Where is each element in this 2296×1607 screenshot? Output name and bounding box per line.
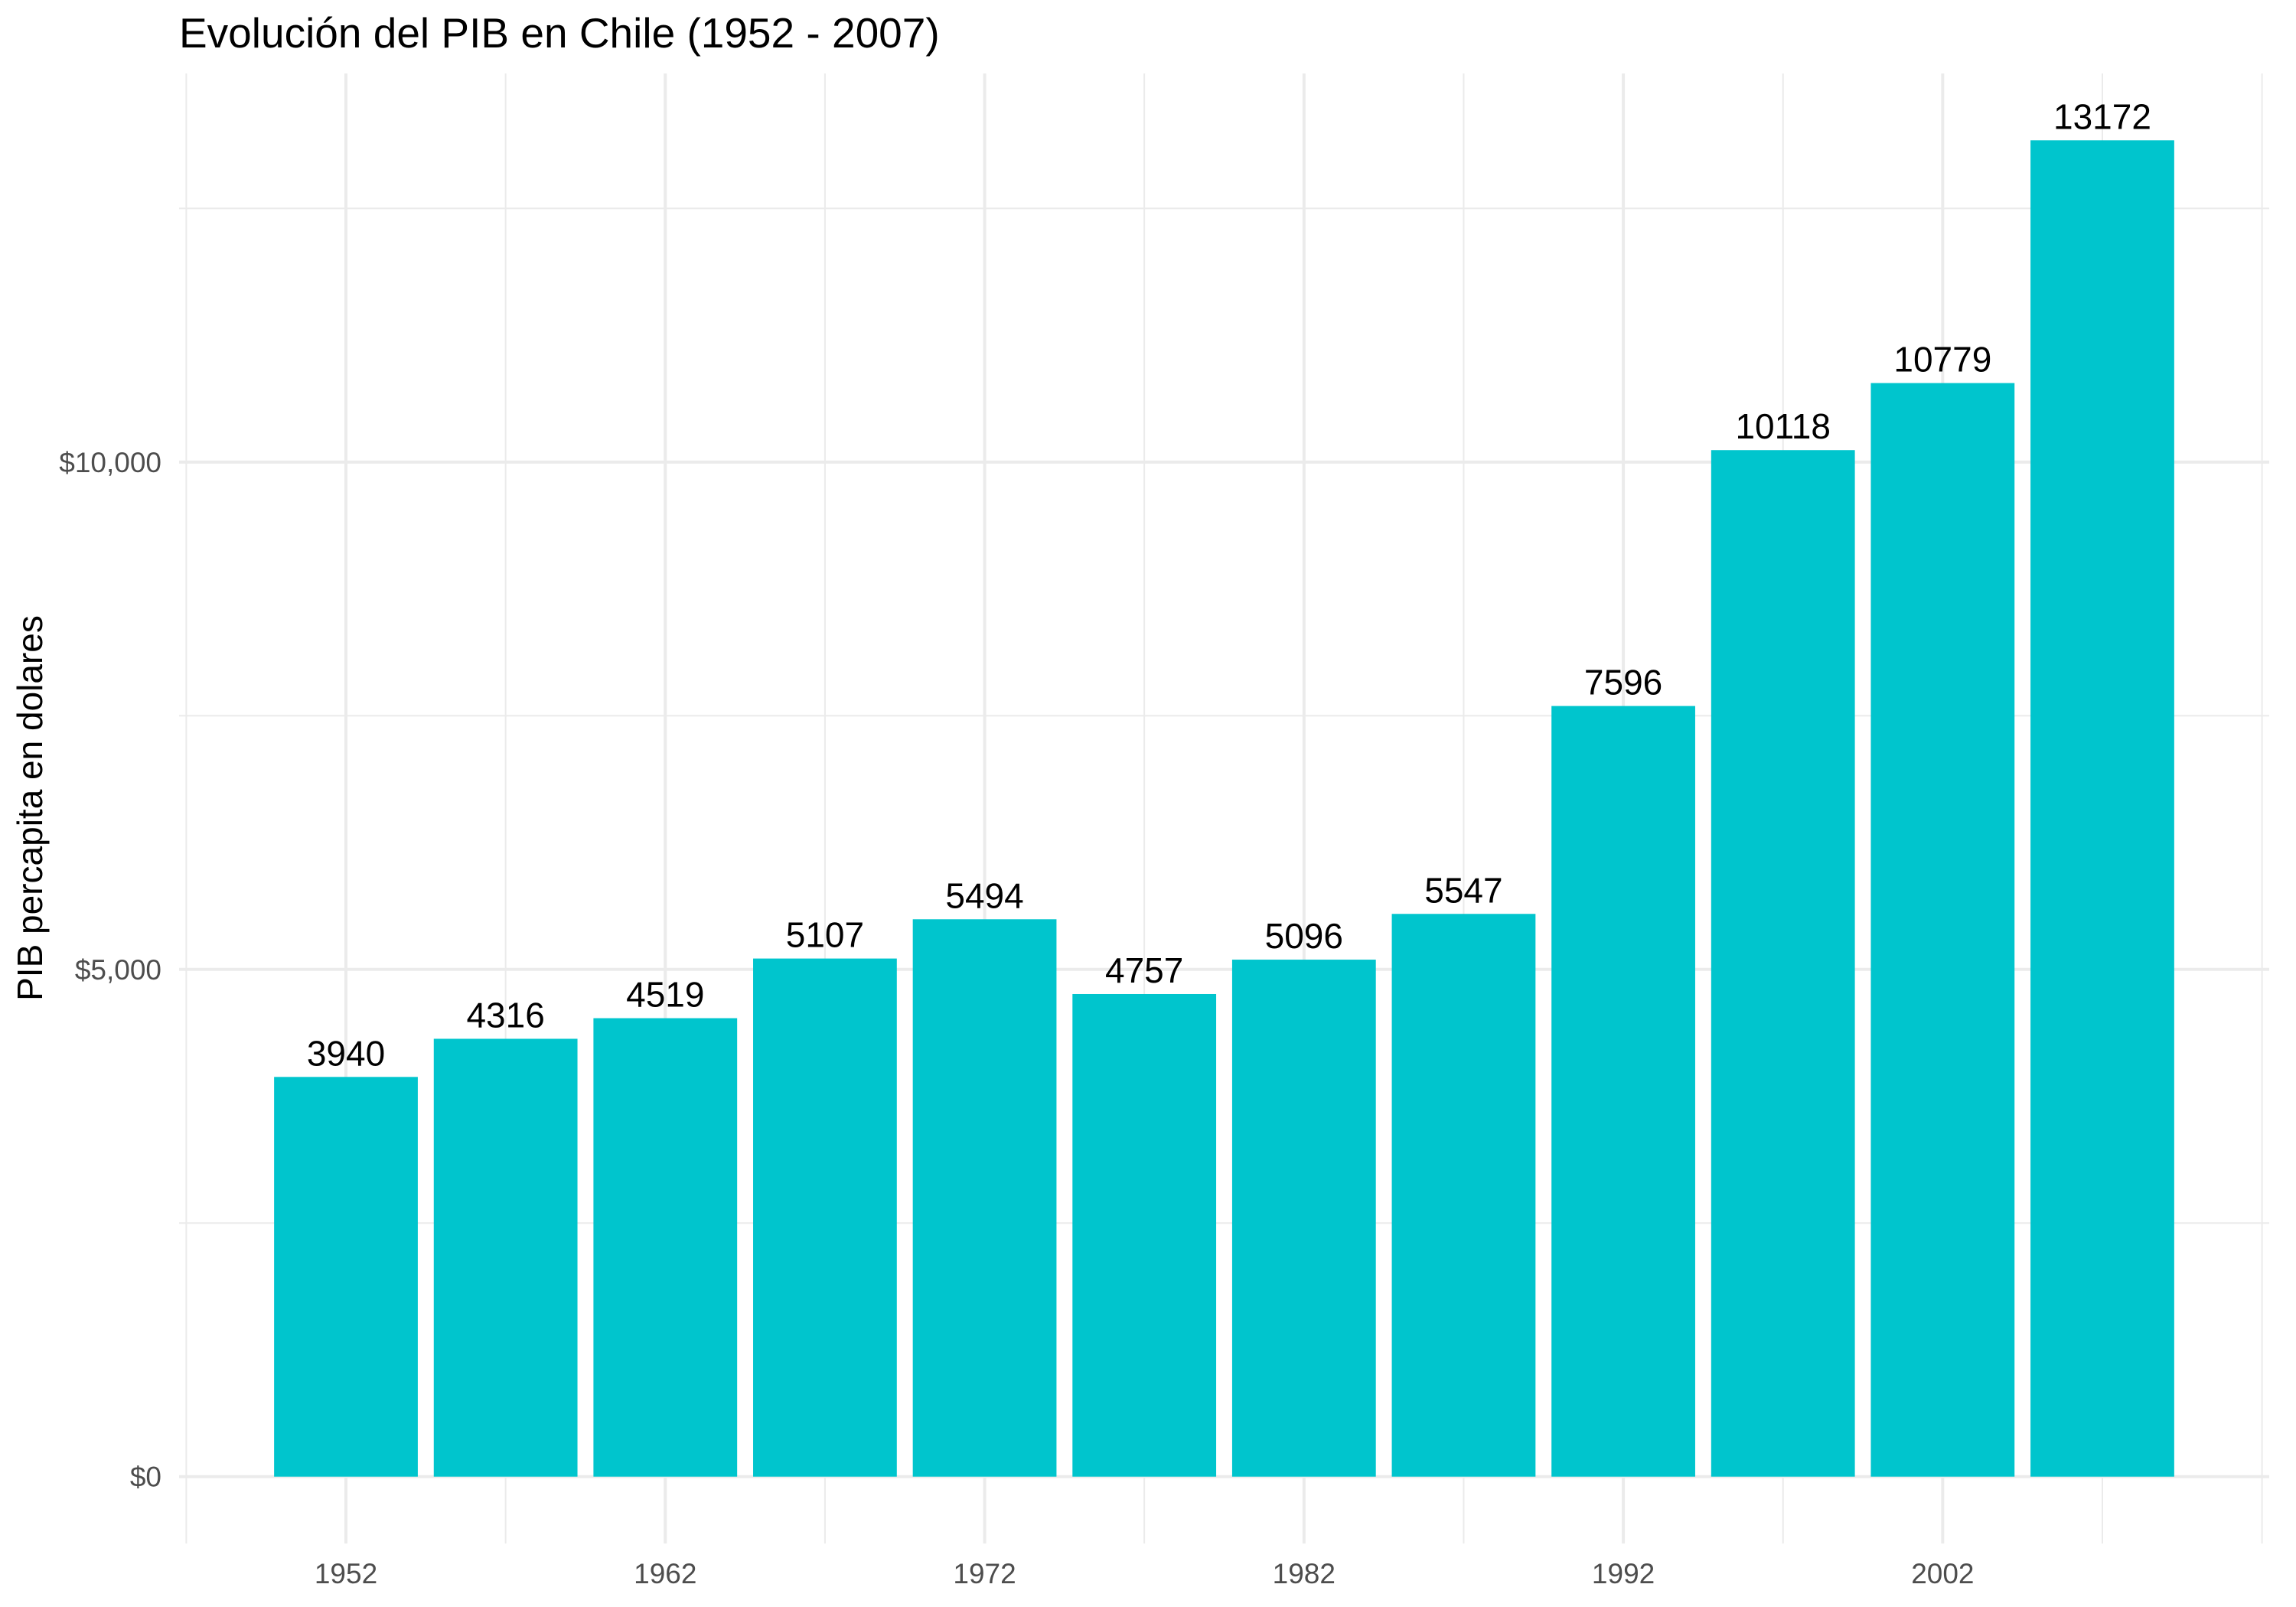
y-axis: $0 $5,000 $10,000: [59, 447, 161, 1493]
bar-1997: [1711, 450, 1855, 1477]
data-label-1982: 5096: [1265, 916, 1343, 956]
x-tick-label-1952: 1952: [315, 1558, 377, 1589]
x-tick-label-1982: 1982: [1273, 1558, 1336, 1589]
x-tick-label-2002: 2002: [1911, 1558, 1974, 1589]
data-labels: 3940 4316 4519 5107 5494 4757 5096 5547 7596 1011…: [307, 96, 2151, 1073]
data-label-1962: 4519: [626, 975, 704, 1015]
x-tick-label-1962: 1962: [634, 1558, 696, 1589]
bar-2002: [1870, 383, 2015, 1477]
bar-1962: [593, 1018, 738, 1477]
data-label-2002: 10779: [1893, 340, 1991, 380]
data-label-1957: 4316: [466, 995, 544, 1035]
data-label-1992: 7596: [1584, 663, 1662, 702]
bars: [274, 140, 2174, 1477]
data-label-1967: 5107: [786, 915, 864, 955]
bar-1952: [274, 1077, 418, 1477]
data-label-1972: 5494: [945, 875, 1023, 915]
bar-1957: [433, 1038, 578, 1477]
y-tick-label-0: $0: [130, 1462, 161, 1493]
bar-1977: [1072, 993, 1217, 1477]
bar-1967: [753, 958, 897, 1477]
data-label-1952: 3940: [307, 1033, 385, 1073]
data-label-2007: 13172: [2053, 96, 2151, 136]
chart-title: Evolución del PIB en Chile (1952 - 2007): [179, 9, 940, 57]
data-label-1997: 10118: [1735, 406, 1831, 446]
bar-1992: [1551, 706, 1695, 1477]
bar-1987: [1391, 914, 1536, 1477]
x-tick-label-1992: 1992: [1592, 1558, 1655, 1589]
data-label-1977: 4757: [1105, 950, 1183, 990]
y-axis-title: PIB percapita en dolares: [10, 615, 50, 1001]
bar-1972: [912, 919, 1057, 1477]
x-axis: 1952 1962 1972 1982 1992 2002: [315, 1558, 1975, 1589]
bar-1982: [1231, 960, 1376, 1477]
data-label-1987: 5547: [1424, 870, 1502, 910]
y-tick-label-10000: $10,000: [59, 447, 161, 478]
y-tick-label-5000: $5,000: [75, 954, 161, 986]
bar-2007: [2030, 140, 2174, 1477]
x-tick-label-1972: 1972: [953, 1558, 1016, 1589]
